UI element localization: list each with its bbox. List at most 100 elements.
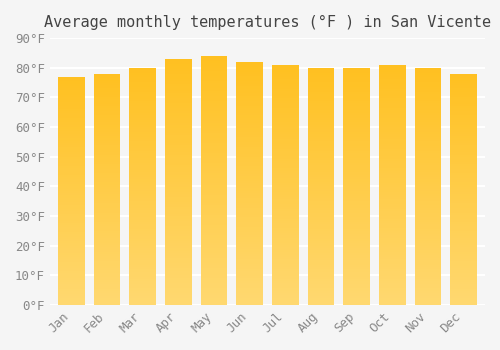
Bar <box>94 162 120 164</box>
Bar <box>58 289 84 291</box>
Bar <box>343 231 370 234</box>
Bar <box>58 291 84 294</box>
Bar <box>200 118 228 121</box>
Bar <box>165 172 192 175</box>
Bar <box>450 127 477 129</box>
Bar <box>379 182 406 185</box>
Bar <box>272 161 298 163</box>
Bar <box>308 288 334 291</box>
Bar <box>129 229 156 231</box>
Bar <box>272 173 298 175</box>
Bar <box>272 111 298 113</box>
Bar <box>129 163 156 165</box>
Bar <box>165 273 192 275</box>
Bar <box>236 166 263 169</box>
Bar <box>308 146 334 148</box>
Bar <box>379 156 406 159</box>
Bar <box>414 77 442 80</box>
Bar <box>165 263 192 266</box>
Bar <box>414 210 442 212</box>
Bar <box>343 108 370 111</box>
Bar <box>58 234 84 237</box>
Bar <box>308 187 334 189</box>
Bar <box>236 96 263 98</box>
Bar <box>379 202 406 204</box>
Bar <box>58 207 84 209</box>
Bar <box>450 261 477 264</box>
Bar <box>450 159 477 162</box>
Bar <box>58 204 84 207</box>
Bar <box>450 141 477 143</box>
Bar <box>343 167 370 170</box>
Bar <box>129 234 156 236</box>
Bar <box>308 118 334 120</box>
Bar <box>129 236 156 239</box>
Bar <box>58 152 84 154</box>
Bar <box>450 217 477 219</box>
Bar <box>129 227 156 229</box>
Bar <box>379 288 406 290</box>
Bar <box>236 252 263 254</box>
Bar <box>414 75 442 77</box>
Bar <box>450 76 477 78</box>
Bar <box>129 276 156 279</box>
Bar <box>200 285 228 288</box>
Bar <box>414 234 442 236</box>
Bar <box>58 278 84 280</box>
Bar <box>200 201 228 203</box>
Bar <box>308 165 334 167</box>
Bar <box>379 228 406 231</box>
Bar <box>58 232 84 234</box>
Bar <box>236 108 263 111</box>
Bar <box>379 290 406 293</box>
Bar <box>58 177 84 180</box>
Bar <box>58 84 84 86</box>
Bar <box>165 298 192 300</box>
Bar <box>450 205 477 208</box>
Bar <box>58 145 84 147</box>
Bar <box>165 170 192 172</box>
Bar <box>450 155 477 157</box>
Bar <box>414 144 442 146</box>
Bar <box>165 69 192 71</box>
Bar <box>343 224 370 227</box>
Bar <box>450 226 477 229</box>
Bar <box>58 193 84 195</box>
Bar <box>165 226 192 229</box>
Bar <box>414 276 442 279</box>
Bar <box>450 162 477 164</box>
Bar <box>343 177 370 179</box>
Bar <box>58 273 84 275</box>
Bar <box>343 184 370 187</box>
Bar <box>58 81 84 84</box>
Bar <box>343 194 370 196</box>
Bar <box>379 293 406 295</box>
Bar <box>450 132 477 134</box>
Bar <box>129 125 156 127</box>
Bar <box>379 144 406 147</box>
Bar <box>450 104 477 106</box>
Bar <box>379 163 406 166</box>
Bar <box>414 177 442 179</box>
Bar <box>236 142 263 145</box>
Bar <box>129 118 156 120</box>
Bar <box>200 61 228 63</box>
Bar <box>236 234 263 237</box>
Bar <box>308 243 334 246</box>
Bar <box>236 132 263 135</box>
Bar <box>379 235 406 238</box>
Bar <box>165 145 192 147</box>
Bar <box>272 120 298 122</box>
Bar <box>236 125 263 127</box>
Bar <box>379 166 406 168</box>
Bar <box>272 139 298 142</box>
Bar <box>58 154 84 156</box>
Bar <box>200 161 228 163</box>
Bar <box>308 203 334 205</box>
Bar <box>200 245 228 248</box>
Bar <box>94 296 120 298</box>
Bar <box>165 118 192 120</box>
Bar <box>200 98 228 101</box>
Bar <box>414 89 442 91</box>
Bar <box>379 250 406 252</box>
